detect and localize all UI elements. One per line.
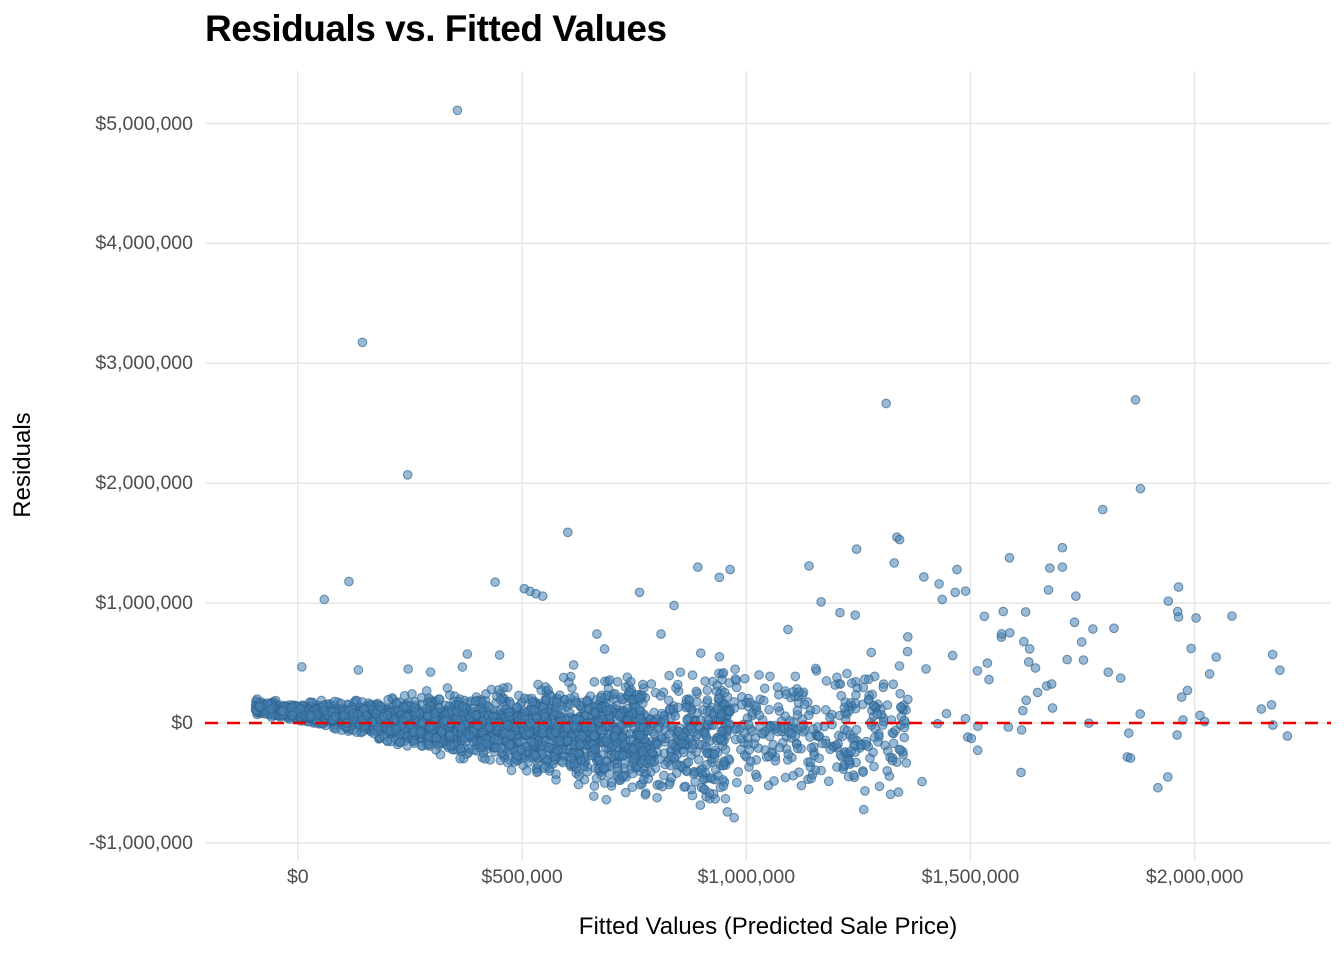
y-tick-label: $4,000,000 [95, 232, 193, 255]
x-axis-title: Fitted Values (Predicted Sale Price) [578, 913, 958, 940]
chart-title: Residuals vs. Fitted Values [205, 8, 667, 49]
y-tick-label: -$1,000,000 [88, 831, 193, 854]
y-tick-label: $5,000,000 [95, 112, 193, 135]
y-tick-label: $2,000,000 [95, 472, 193, 495]
y-tick-label: $1,000,000 [95, 592, 193, 615]
y-tick-label: $0 [171, 711, 193, 734]
y-tick-label: $3,000,000 [95, 352, 193, 375]
plot-area [205, 71, 1331, 861]
y-axis-title: Residuals [9, 412, 36, 518]
x-tick-label: $1,000,000 [697, 866, 796, 888]
x-tick-label: $2,000,000 [1145, 866, 1244, 888]
x-tick-label: $0 [286, 866, 309, 888]
x-tick-label: $500,000 [481, 866, 563, 888]
x-tick-label: $1,500,000 [921, 866, 1020, 888]
